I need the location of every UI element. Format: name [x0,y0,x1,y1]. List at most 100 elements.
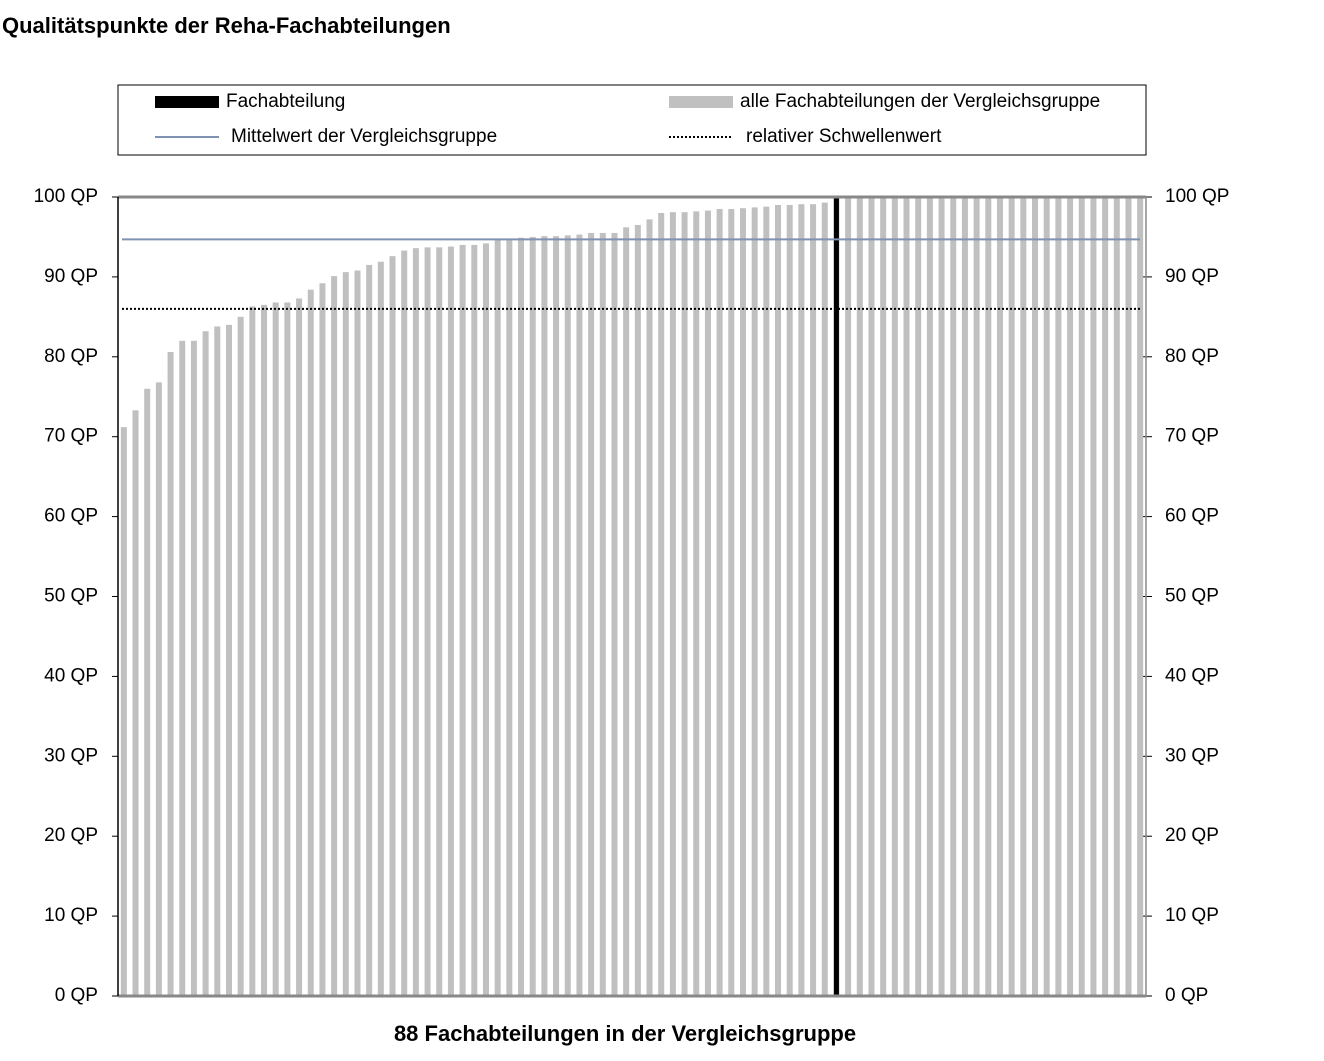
y2-tick-label: 90 QP [1165,266,1219,287]
bar [658,212,665,997]
bar [576,234,583,997]
bar [961,197,968,996]
bar [996,197,1003,996]
bar [132,410,139,996]
y-tick-label: 80 QP [44,346,98,367]
bar [634,224,641,997]
bar [447,246,454,997]
y2-tick-label: 70 QP [1165,426,1219,447]
legend-label: Mittelwert der Vergleichsgruppe [231,126,497,147]
bar [541,236,548,996]
y2-tick-label: 100 QP [1165,186,1229,207]
bar [366,264,373,996]
bar [471,244,478,996]
y2-tick-label: 0 QP [1165,985,1208,1006]
x-axis-label: 88 Fachabteilungen in der Vergleichsgrup… [394,1021,856,1046]
bar [190,340,197,996]
bar [494,238,501,997]
y-tick-label: 100 QP [34,186,98,207]
bar [529,236,536,996]
bar [144,388,151,996]
bar [155,382,162,996]
y-tick-label: 50 QP [44,586,98,607]
y-tick-label: 60 QP [44,506,98,527]
bar [1067,197,1074,996]
y2-tick-label: 30 QP [1165,745,1219,766]
bar [915,197,922,996]
bar [856,197,863,996]
bar [798,204,805,997]
bar [775,204,782,997]
y2-tick-label: 10 QP [1165,905,1219,926]
bar [599,232,606,996]
bar [214,326,221,996]
y2-tick-label: 60 QP [1165,506,1219,527]
bar [459,244,466,996]
bar [389,256,396,997]
bar [424,247,431,996]
bar [588,232,595,996]
bar [436,247,443,996]
bar [985,197,992,996]
bar [202,331,209,996]
legend-swatch [155,96,219,108]
bar [669,212,676,996]
bar [786,204,793,997]
bar [704,210,711,996]
bar [693,211,700,996]
bar [518,237,525,996]
bar [1090,197,1097,996]
bar [1113,197,1120,996]
bar [833,197,839,996]
chart-title: Qualitätspunkte der Reha-Fachabteilungen [2,13,451,38]
bar [412,248,419,997]
bar [249,306,256,996]
y-tick-label: 90 QP [44,266,98,287]
bar [354,270,361,996]
bar [611,232,618,996]
bar [553,236,560,996]
bar [716,208,723,997]
bar [120,427,127,996]
bar [342,272,349,997]
bar [319,283,326,996]
bar [810,204,817,997]
bar [845,197,852,996]
bar [950,197,957,996]
bar [1008,197,1015,996]
bar [681,212,688,996]
bar [938,197,945,996]
y-tick-label: 0 QP [55,985,98,1006]
bar [903,197,910,996]
bar [179,340,186,996]
legend-label: alle Fachabteilungen der Vergleichsgrupp… [740,91,1100,112]
bar [739,208,746,996]
bar [891,197,898,996]
bar [284,302,291,996]
y-tick-label: 40 QP [44,665,98,686]
y-tick-label: 10 QP [44,905,98,926]
legend-box [117,84,1147,156]
bar [868,197,875,996]
bar [821,202,828,996]
bar [623,227,630,996]
legend-label: Fachabteilung [226,91,345,112]
bar [225,324,232,997]
bar [926,197,933,996]
bar [1055,197,1062,996]
y-tick-label: 70 QP [44,426,98,447]
bar [728,208,735,997]
bar [646,219,653,996]
bar [564,235,571,997]
bar [1125,197,1132,996]
y2-tick-label: 50 QP [1165,586,1219,607]
bar [1043,197,1050,996]
bar [1020,197,1027,996]
y-tick-label: 20 QP [44,825,98,846]
bar [506,238,513,997]
bar [751,207,758,997]
bar [331,276,338,996]
bar [401,250,408,996]
y-tick-label: 30 QP [44,745,98,766]
